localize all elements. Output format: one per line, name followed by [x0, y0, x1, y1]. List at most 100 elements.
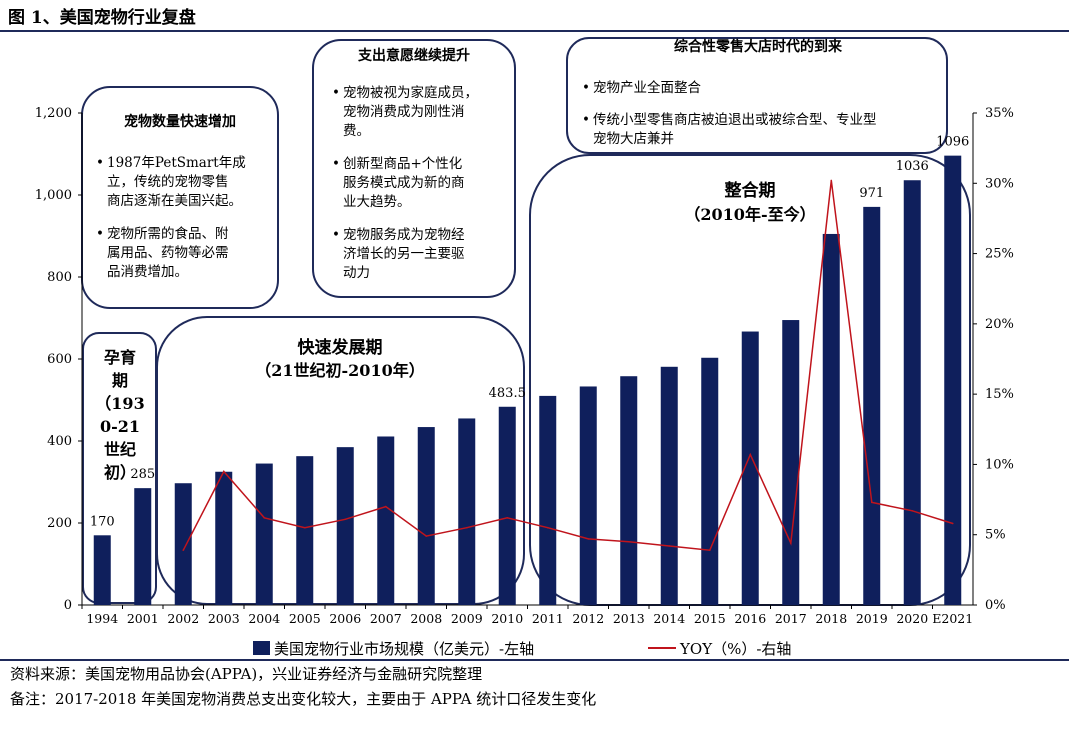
retail-bullet-mark: •: [582, 112, 590, 128]
figure-title: 图 1、美国宠物行业复盘: [8, 8, 196, 28]
spending-bullet-text: 业大趋势。: [343, 194, 411, 210]
retail-bullet-text: 宠物大店兼并: [593, 131, 674, 147]
yoy-point-2010: [506, 517, 509, 519]
x-tick-label: 2017: [775, 611, 807, 626]
x-tick-label: 2015: [694, 611, 726, 626]
pet-growth-bullet-text: 1987年PetSmart年成: [107, 155, 246, 171]
yoy-point-2007: [384, 505, 387, 508]
x-tick-label: 2014: [653, 611, 685, 626]
bar-2004: [255, 463, 273, 605]
bar-2017: [782, 320, 800, 605]
yoy-point-2011: [546, 526, 549, 529]
bar-2002: [174, 483, 192, 605]
yoy-point-2008: [425, 535, 428, 537]
bar-2009: [458, 418, 476, 605]
pet-growth-bullet-mark: •: [96, 155, 104, 171]
bar-series: [93, 155, 962, 606]
bar-2001: [134, 488, 152, 605]
yoy-point-E2021: [951, 522, 954, 525]
spending-bullet-text: 济增长的另一主要驱: [343, 246, 465, 262]
consolidation-title: 整合期: [725, 180, 776, 201]
data-label-2010: 483.5: [489, 386, 526, 401]
pet-growth-bullet-text: 商店逐渐在美国兴起。: [107, 193, 242, 209]
right-tick-label: 0%: [985, 598, 1006, 613]
spending-bullet-mark: •: [332, 85, 340, 101]
spending-bullet-mark: •: [332, 156, 340, 172]
bar-2014: [660, 366, 678, 605]
spending-bullet-text: 宠物消费成为刚性消: [343, 104, 465, 120]
x-tick-label: 2003: [208, 611, 240, 626]
retail-bullet-text: 宠物产业全面整合: [593, 79, 701, 96]
x-tick-label: 2012: [572, 611, 604, 626]
x-tick-label: 2008: [410, 611, 442, 626]
incubation-label-line: （193: [95, 394, 144, 413]
incubation-label-line: 初）: [104, 463, 136, 482]
spending-bullet-text: 宠物被视为家庭成员，: [343, 84, 478, 101]
x-tick-label: 1994: [86, 611, 118, 626]
left-tick-label: 200: [47, 516, 72, 531]
yoy-point-2015: [708, 549, 711, 551]
spending-bullet-text: 动力: [343, 265, 370, 281]
x-tick-label: 2011: [532, 611, 564, 626]
x-tick-label: 2006: [329, 611, 361, 626]
yoy-point-2013: [627, 540, 630, 543]
right-tick-label: 30%: [985, 176, 1014, 191]
bar-2008: [417, 427, 435, 605]
pet-growth-title: 宠物数量快速增加: [124, 113, 236, 130]
incubation-label-line: 世纪: [104, 440, 136, 459]
retail-bullet-mark: •: [582, 80, 590, 96]
bar-1994: [93, 535, 111, 605]
callout-box-retail: [566, 37, 948, 154]
data-label-1994: 170: [90, 514, 115, 529]
incubation-label-line: 0-21: [100, 417, 140, 436]
legend-bar-swatch: [253, 641, 270, 655]
data-label-E2021: 1096: [936, 135, 969, 150]
pet-growth-bullet-mark: •: [96, 226, 104, 242]
bar-2016: [741, 331, 759, 605]
fast-growth-title: 快速发展期: [298, 337, 383, 358]
retail-title: 综合性零售大店时代的到来: [674, 38, 843, 55]
right-tick-label: 35%: [985, 106, 1014, 121]
yoy-point-2009: [465, 526, 468, 529]
bar-2013: [620, 376, 638, 605]
pet-growth-bullet-text: 立，传统的宠物零售: [107, 174, 229, 190]
annotation-layer: 孕育期 （193 0-21 世纪初） 快速发展期 （21世纪初-2010年） 整合期 （201…: [81, 37, 971, 606]
x-tick-label: 2020: [896, 611, 928, 626]
left-tick-label: 1,000: [35, 188, 72, 203]
right-tick-label: 25%: [985, 247, 1014, 262]
yoy-point-2012: [587, 538, 590, 540]
right-tick-label: 5%: [985, 528, 1006, 543]
bar-2007: [377, 436, 395, 605]
pet-growth-bullet-text: 宠物所需的食品、附: [107, 225, 229, 242]
bar-2020: [903, 180, 921, 606]
x-tick-label: 2010: [491, 611, 523, 626]
x-tick-label: 2013: [613, 611, 645, 626]
spending-bullet-text: 宠物服务成为宠物经: [343, 227, 465, 243]
line-series: [182, 179, 954, 552]
bottom-rule: [0, 659, 1069, 661]
pet-growth-bullet-text: 属用品、药物等必需: [107, 244, 229, 261]
yoy-point-2020: [911, 510, 914, 512]
axes-layer: 0 200 400 600 800 1,000 1,200 0% 5% 10% 15% 20% 25% 3…: [35, 106, 1014, 626]
pet-growth-bullet-text: 品消费增加。: [107, 264, 188, 280]
incubation-label-line: 期: [112, 371, 128, 390]
left-tick-label: 0: [64, 598, 72, 613]
spending-bullet-mark: •: [332, 227, 340, 243]
bar-2018: [822, 233, 840, 605]
bar-2015: [701, 357, 719, 605]
right-tick-label: 20%: [985, 317, 1014, 332]
top-rule: [0, 30, 1069, 32]
legend-line-label: YOY（%）-右轴: [679, 640, 791, 658]
yoy-point-2005: [303, 526, 306, 529]
spending-bullet-text: 费。: [343, 123, 370, 139]
bar-2011: [539, 395, 557, 605]
retail-bullet-text: 传统小型零售商店被迫退出或被综合型、专业型: [593, 112, 877, 128]
yoy-point-2014: [668, 545, 671, 547]
yoy-point-2003: [222, 470, 225, 473]
data-label-layer: 170 285 483.5 971 1036 1096: [90, 135, 969, 530]
bar-2003: [215, 471, 233, 605]
left-tick-label: 800: [47, 270, 72, 285]
x-tick-label: 2001: [127, 611, 159, 626]
yoy-point-2004: [263, 517, 266, 519]
